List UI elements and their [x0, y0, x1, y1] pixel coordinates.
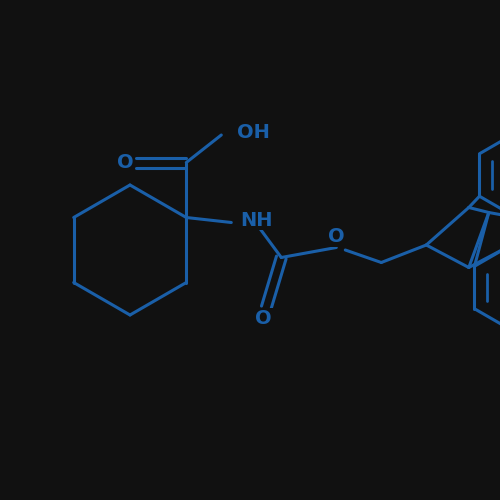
Text: OH: OH [238, 123, 270, 142]
Text: O: O [256, 309, 272, 328]
Text: O: O [328, 227, 344, 246]
Text: O: O [117, 153, 134, 172]
Text: NH: NH [240, 210, 273, 230]
